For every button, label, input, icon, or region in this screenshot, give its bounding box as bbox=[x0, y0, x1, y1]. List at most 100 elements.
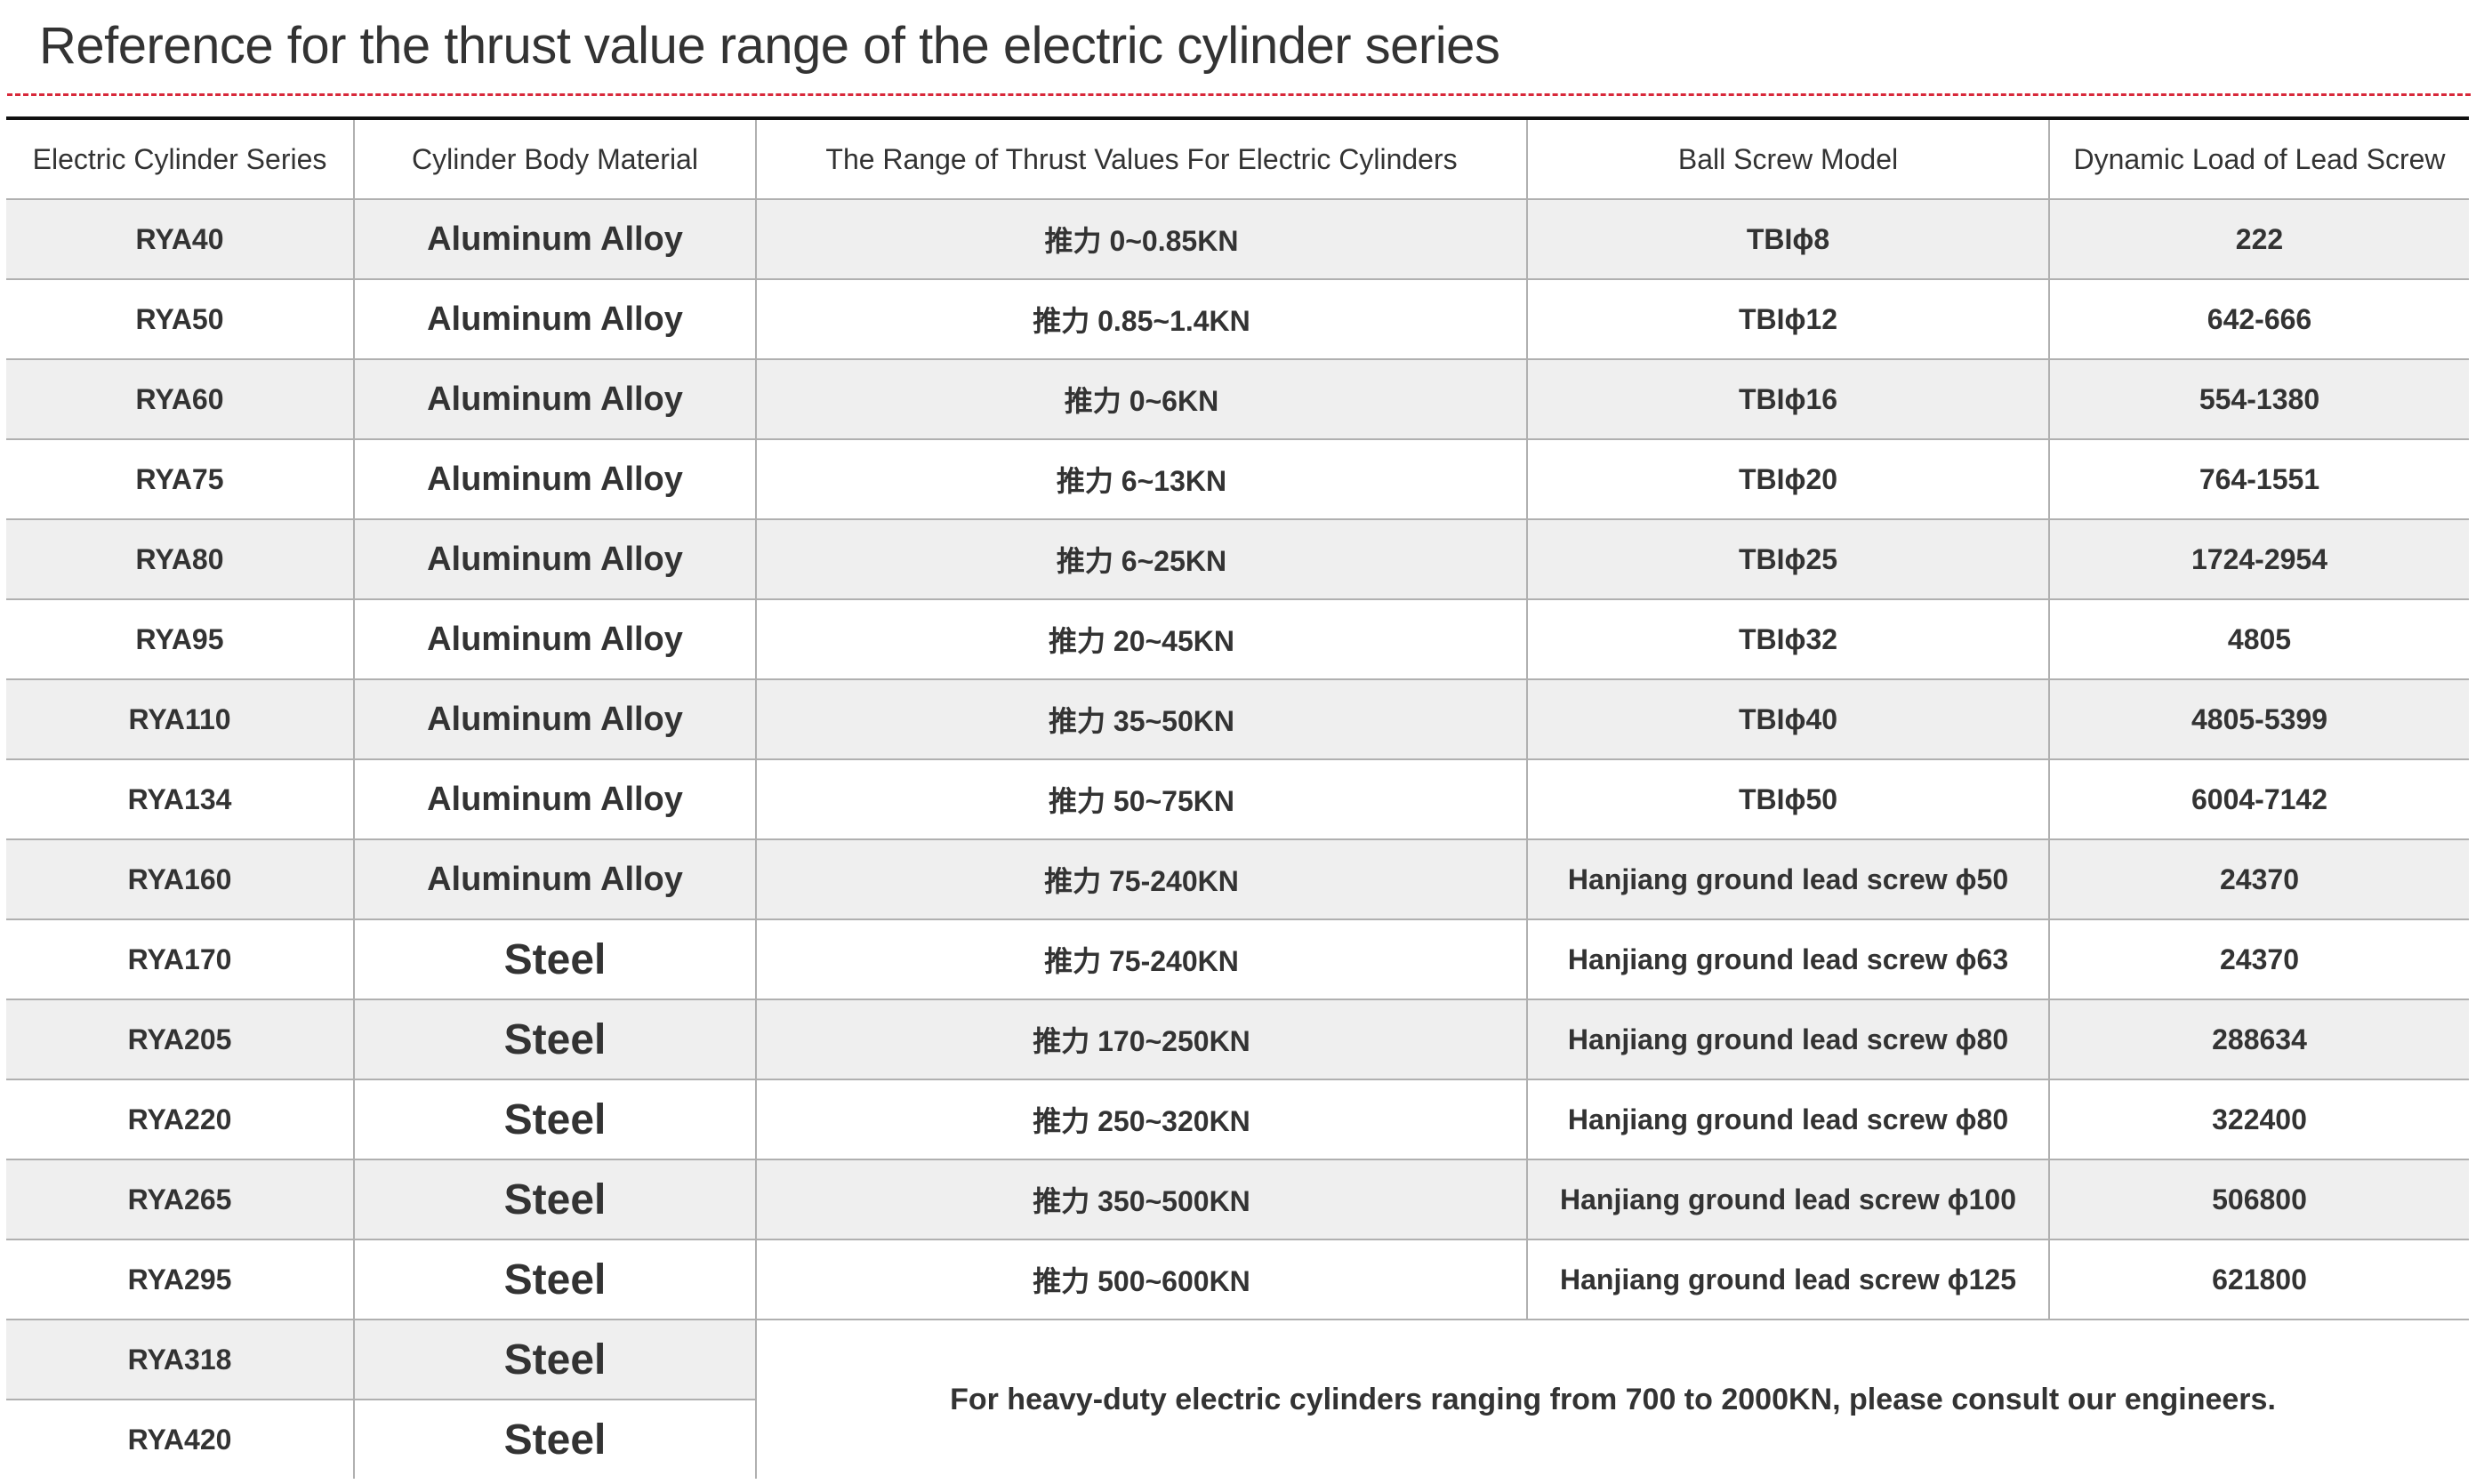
cell-material: Aluminum Alloy bbox=[353, 198, 757, 280]
cell-material: Aluminum Alloy bbox=[353, 438, 757, 520]
cell-thrust: 推力 50~75KN bbox=[755, 758, 1528, 840]
cell-dynamic-load: 764-1551 bbox=[2048, 438, 2469, 520]
cell-series: RYA60 bbox=[6, 358, 355, 440]
cell-series: RYA134 bbox=[6, 758, 355, 840]
cell-dynamic-load: 4805 bbox=[2048, 598, 2469, 680]
cell-thrust: 推力 0.85~1.4KN bbox=[755, 278, 1528, 360]
cell-ball-screw: Hanjiang ground lead screw ϕ80 bbox=[1526, 999, 2050, 1080]
cell-dynamic-load: 322400 bbox=[2048, 1079, 2469, 1160]
cell-material: Aluminum Alloy bbox=[353, 838, 757, 920]
cell-thrust: 推力 350~500KN bbox=[755, 1159, 1528, 1240]
cell-thrust: 推力 75-240KN bbox=[755, 918, 1528, 1000]
table-row: RYA205 Steel 推力 170~250KN Hanjiang ground l… bbox=[6, 999, 2469, 1080]
cell-series: RYA75 bbox=[6, 438, 355, 520]
cell-ball-screw: Hanjiang ground lead screw ϕ125 bbox=[1526, 1239, 2050, 1320]
cell-series: RYA220 bbox=[6, 1079, 355, 1160]
cell-thrust: 推力 6~25KN bbox=[755, 518, 1528, 600]
table-row: RYA50 Aluminum Alloy 推力 0.85~1.4KN TBIϕ12 64… bbox=[6, 278, 2469, 360]
cell-dynamic-load: 4805-5399 bbox=[2048, 678, 2469, 760]
cell-material: Aluminum Alloy bbox=[353, 358, 757, 440]
header-dynamic-load: Dynamic Load of Lead Screw bbox=[2048, 118, 2469, 200]
cell-thrust: 推力 250~320KN bbox=[755, 1079, 1528, 1160]
table-row: RYA220 Steel 推力 250~320KN Hanjiang ground l… bbox=[6, 1079, 2469, 1160]
cell-material: Steel bbox=[353, 999, 757, 1080]
cell-thrust: 推力 170~250KN bbox=[755, 999, 1528, 1080]
cell-material: Steel bbox=[353, 1159, 757, 1240]
page-title: Reference for the thrust value range of … bbox=[39, 17, 1500, 75]
cell-material: Steel bbox=[353, 1239, 757, 1320]
cell-dynamic-load: 24370 bbox=[2048, 838, 2469, 920]
cell-series: RYA110 bbox=[6, 678, 355, 760]
table-row: RYA170 Steel 推力 75-240KN Hanjiang ground le… bbox=[6, 918, 2469, 1000]
cell-thrust: 推力 20~45KN bbox=[755, 598, 1528, 680]
cell-series: RYA80 bbox=[6, 518, 355, 600]
cell-material: Aluminum Alloy bbox=[353, 518, 757, 600]
cell-ball-screw: TBIϕ50 bbox=[1526, 758, 2050, 840]
table-row: RYA420 Steel bbox=[6, 1399, 2469, 1479]
cell-ball-screw: TBIϕ25 bbox=[1526, 518, 2050, 600]
cell-dynamic-load: 24370 bbox=[2048, 918, 2469, 1000]
header-series: Electric Cylinder Series bbox=[6, 118, 355, 200]
cell-series: RYA40 bbox=[6, 198, 355, 280]
table-row: RYA75 Aluminum Alloy 推力 6~13KN TBIϕ20 764-15… bbox=[6, 438, 2469, 520]
cell-ball-screw: Hanjiang ground lead screw ϕ63 bbox=[1526, 918, 2050, 1000]
table-row: RYA110 Aluminum Alloy 推力 35~50KN TBIϕ40 4805… bbox=[6, 678, 2469, 760]
cell-dynamic-load: 642-666 bbox=[2048, 278, 2469, 360]
table-row: RYA318 Steel For heavy-duty electric cylin… bbox=[6, 1319, 2469, 1479]
cell-material: Aluminum Alloy bbox=[353, 278, 757, 360]
cell-dynamic-load: 554-1380 bbox=[2048, 358, 2469, 440]
cell-series: RYA50 bbox=[6, 278, 355, 360]
thrust-range-table: Electric Cylinder Series Cylinder Body M… bbox=[6, 116, 2469, 1479]
cell-series: RYA295 bbox=[6, 1239, 355, 1320]
cell-series: RYA420 bbox=[6, 1399, 355, 1479]
cell-ball-screw: TBIϕ40 bbox=[1526, 678, 2050, 760]
cell-thrust: 推力 0~6KN bbox=[755, 358, 1528, 440]
table-row: RYA295 Steel 推力 500~600KN Hanjiang ground l… bbox=[6, 1239, 2469, 1320]
cell-ball-screw: Hanjiang ground lead screw ϕ100 bbox=[1526, 1159, 2050, 1240]
table-row: RYA95 Aluminum Alloy 推力 20~45KN TBIϕ32 4805 bbox=[6, 598, 2469, 680]
cell-series: RYA265 bbox=[6, 1159, 355, 1240]
cell-thrust: 推力 35~50KN bbox=[755, 678, 1528, 760]
cell-material: Steel bbox=[353, 1399, 756, 1479]
table-row: RYA80 Aluminum Alloy 推力 6~25KN TBIϕ25 1724-2… bbox=[6, 518, 2469, 600]
cell-thrust: 推力 500~600KN bbox=[755, 1239, 1528, 1320]
dashed-divider bbox=[7, 93, 2471, 96]
heavy-duty-note: For heavy-duty electric cylinders rangin… bbox=[755, 1319, 2469, 1479]
table-row: RYA40 Aluminum Alloy 推力 0~0.85KN TBIϕ8 222 bbox=[6, 198, 2469, 280]
cell-dynamic-load: 621800 bbox=[2048, 1239, 2469, 1320]
cell-ball-screw: TBIϕ20 bbox=[1526, 438, 2050, 520]
header-ball-screw: Ball Screw Model bbox=[1526, 118, 2050, 200]
table-row: RYA265 Steel 推力 350~500KN Hanjiang ground l… bbox=[6, 1159, 2469, 1240]
cell-ball-screw: TBIϕ12 bbox=[1526, 278, 2050, 360]
table-row: RYA134 Aluminum Alloy 推力 50~75KN TBIϕ50 6004… bbox=[6, 758, 2469, 840]
cell-series: RYA205 bbox=[6, 999, 355, 1080]
cell-material: Steel bbox=[353, 1319, 757, 1400]
table-row: RYA60 Aluminum Alloy 推力 0~6KN TBIϕ16 554-138… bbox=[6, 358, 2469, 440]
cell-material: Aluminum Alloy bbox=[353, 758, 757, 840]
cell-material: Aluminum Alloy bbox=[353, 598, 757, 680]
cell-dynamic-load: 1724-2954 bbox=[2048, 518, 2469, 600]
cell-ball-screw: TBIϕ32 bbox=[1526, 598, 2050, 680]
cell-material: Aluminum Alloy bbox=[353, 678, 757, 760]
cell-dynamic-load: 6004-7142 bbox=[2048, 758, 2469, 840]
cell-ball-screw: TBIϕ16 bbox=[1526, 358, 2050, 440]
cell-series: RYA95 bbox=[6, 598, 355, 680]
cell-series: RYA160 bbox=[6, 838, 355, 920]
cell-ball-screw: Hanjiang ground lead screw ϕ80 bbox=[1526, 1079, 2050, 1160]
header-thrust: The Range of Thrust Values For Electric … bbox=[755, 118, 1528, 200]
cell-thrust: 推力 0~0.85KN bbox=[755, 198, 1528, 280]
cell-dynamic-load: 288634 bbox=[2048, 999, 2469, 1080]
header-material: Cylinder Body Material bbox=[353, 118, 757, 200]
table-row: RYA160 Aluminum Alloy 推力 75-240KN Hanjiang … bbox=[6, 838, 2469, 920]
cell-thrust: 推力 6~13KN bbox=[755, 438, 1528, 520]
cell-dynamic-load: 506800 bbox=[2048, 1159, 2469, 1240]
cell-series: RYA170 bbox=[6, 918, 355, 1000]
cell-ball-screw: Hanjiang ground lead screw ϕ50 bbox=[1526, 838, 2050, 920]
cell-material: Steel bbox=[353, 1079, 757, 1160]
table-header-row: Electric Cylinder Series Cylinder Body M… bbox=[6, 118, 2469, 200]
cell-thrust: 推力 75-240KN bbox=[755, 838, 1528, 920]
cell-dynamic-load: 222 bbox=[2048, 198, 2469, 280]
cell-series: RYA318 bbox=[6, 1319, 355, 1400]
cell-ball-screw: TBIϕ8 bbox=[1526, 198, 2050, 280]
cell-material: Steel bbox=[353, 918, 757, 1000]
